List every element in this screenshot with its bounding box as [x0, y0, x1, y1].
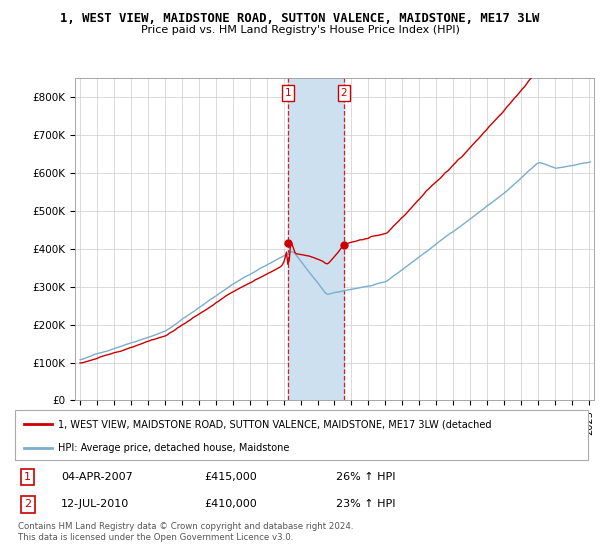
Text: 23% ↑ HPI: 23% ↑ HPI: [336, 500, 395, 509]
Text: Price paid vs. HM Land Registry's House Price Index (HPI): Price paid vs. HM Land Registry's House …: [140, 25, 460, 35]
Text: 12-JUL-2010: 12-JUL-2010: [61, 500, 129, 509]
Text: 26% ↑ HPI: 26% ↑ HPI: [336, 472, 395, 482]
Text: 2: 2: [24, 500, 31, 509]
Bar: [288, 78, 344, 400]
Text: 1: 1: [284, 88, 291, 98]
Text: 2: 2: [340, 88, 347, 98]
Text: £415,000: £415,000: [204, 472, 257, 482]
Text: 1: 1: [24, 472, 31, 482]
Text: HPI: Average price, detached house, Maidstone: HPI: Average price, detached house, Maid…: [58, 443, 289, 452]
Text: 1, WEST VIEW, MAIDSTONE ROAD, SUTTON VALENCE, MAIDSTONE, ME17 3LW: 1, WEST VIEW, MAIDSTONE ROAD, SUTTON VAL…: [61, 12, 539, 25]
Text: 04-APR-2007: 04-APR-2007: [61, 472, 133, 482]
Text: Contains HM Land Registry data © Crown copyright and database right 2024.
This d: Contains HM Land Registry data © Crown c…: [18, 522, 353, 542]
Text: 1, WEST VIEW, MAIDSTONE ROAD, SUTTON VALENCE, MAIDSTONE, ME17 3LW (detached: 1, WEST VIEW, MAIDSTONE ROAD, SUTTON VAL…: [58, 419, 491, 429]
Text: £410,000: £410,000: [204, 500, 257, 509]
